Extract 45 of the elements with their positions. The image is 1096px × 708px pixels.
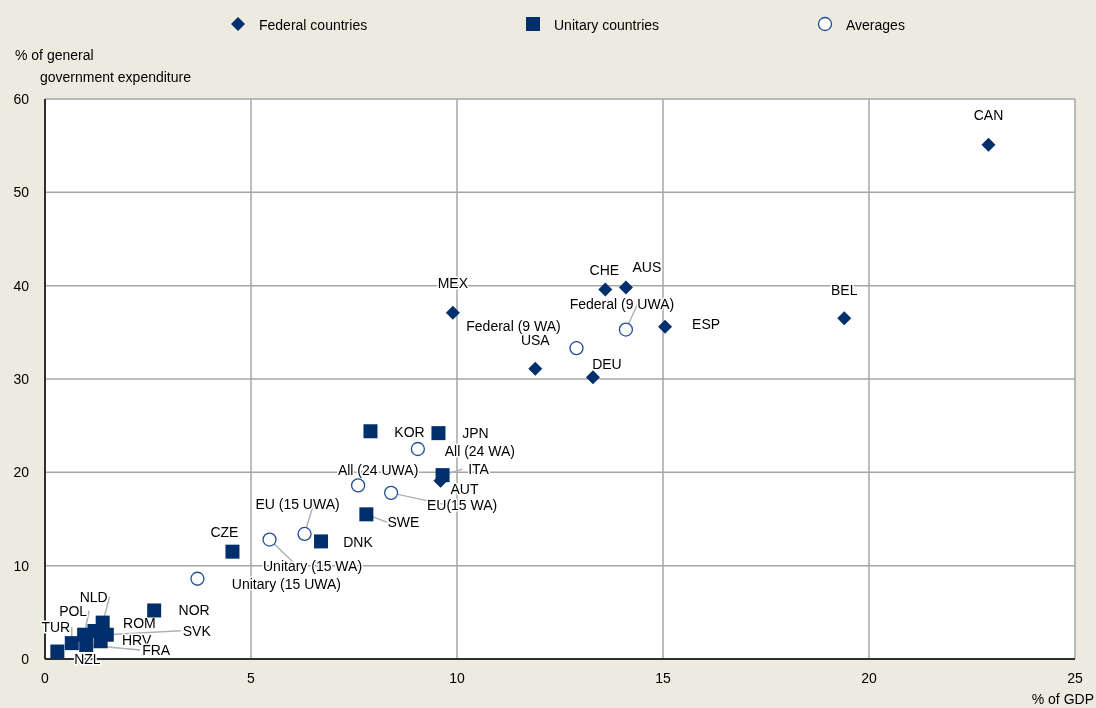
x-tick-label: 0 [41,670,50,686]
y-axis-title: % of general government expenditure [15,47,192,85]
y-tick-label: 20 [13,464,30,481]
annotation: AUT [450,480,479,497]
legend-label: Averages [846,17,905,33]
annotation: NLD [79,588,108,605]
annotation: POL [59,602,88,619]
x-tick-label: 20 [861,670,877,686]
annotation: Federal (9 WA) [466,318,561,335]
annotation: EU (15 UWA) [255,495,340,512]
x-tick-label: 15 [655,670,671,686]
annotation: CAN [973,106,1004,123]
annotation: DEU [592,356,622,373]
annotation: CZE [210,523,239,540]
annotation: ESP [692,315,721,332]
annotation: Federal (9 UWA) [569,295,675,312]
y-tick-label: 10 [13,557,30,574]
legend-label: Unitary countries [554,17,660,33]
x-axis-title: % of GDP [1031,691,1094,707]
x-tick-label: 25 [1067,670,1083,686]
y-tick-label: 0 [21,651,30,667]
legend-label: Federal countries [259,17,368,33]
annotation: CHE [589,262,620,279]
annotation: BEL [831,282,858,299]
annotation: ROM [123,615,156,631]
x-tick-label: 5 [247,670,256,686]
annotation: All (24 UWA) [337,462,419,479]
annotation: ITA [468,461,490,478]
y-tick-label: 30 [13,371,30,387]
annotation: SVK [182,622,212,639]
y-tick-label: 60 [13,91,30,107]
x-tick-label: 10 [449,670,465,686]
annotation: JPN [462,425,489,442]
annotation: MEX [437,274,469,291]
annotation: DNK [343,534,374,551]
annotation: NOR [178,602,210,619]
annotation: EU(15 WA) [426,496,498,513]
y-tick-label: 50 [13,184,30,201]
y-tick-label: 40 [13,277,30,294]
annotation: Unitary (15 WA) [263,557,363,574]
annotation: SWE [387,514,420,531]
annotation: Unitary (15 UWA) [231,575,342,592]
annotation: All (24 WA) [444,443,515,459]
annotation: AUS [632,258,662,275]
annotation: KOR [394,424,425,441]
